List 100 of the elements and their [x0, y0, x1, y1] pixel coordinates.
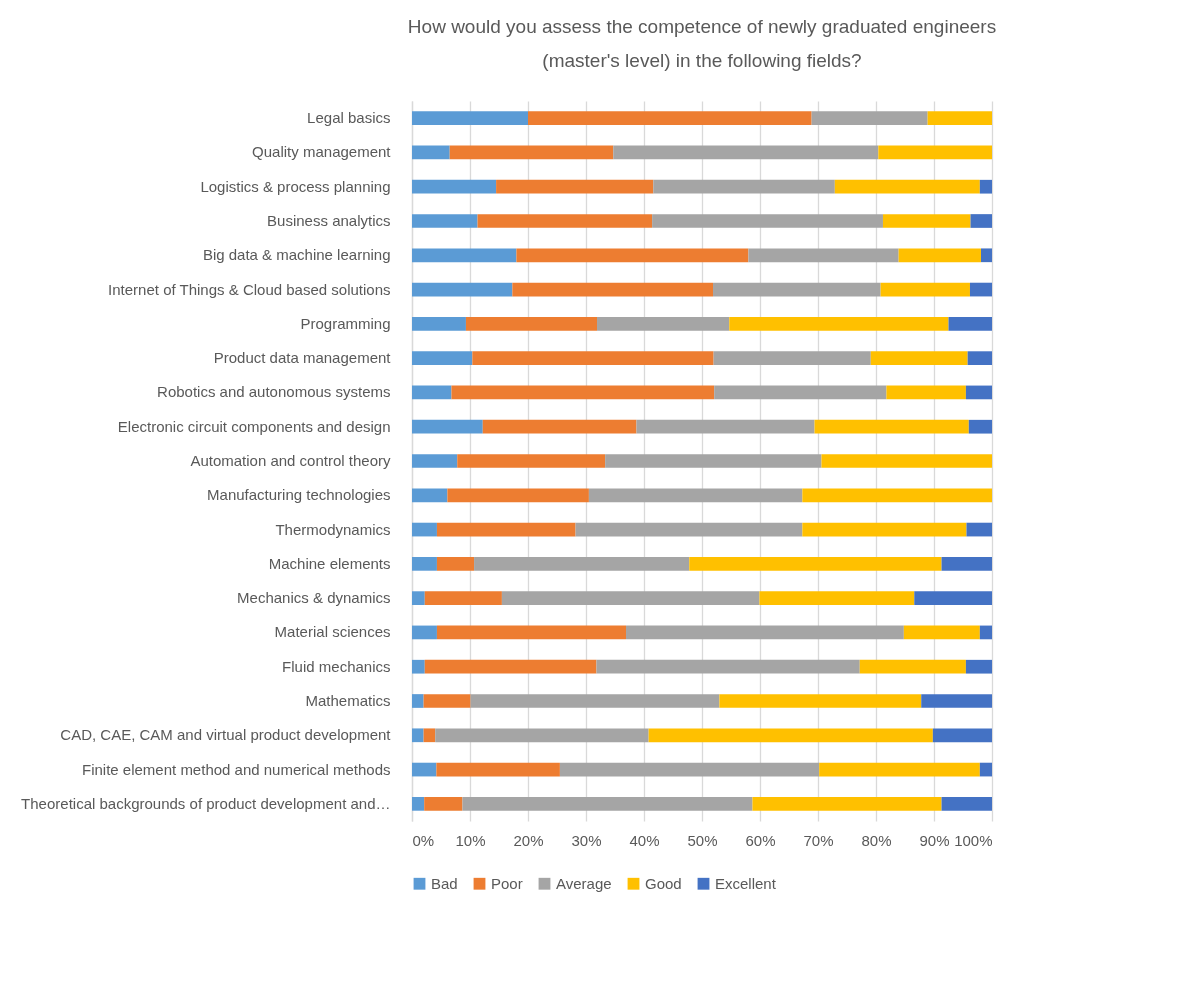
legend-label: Good	[645, 874, 682, 892]
legend-label: Average	[556, 874, 612, 892]
bar	[968, 419, 992, 434]
bar	[886, 385, 966, 400]
bar	[689, 557, 942, 571]
bar	[435, 728, 649, 743]
text: How would you assess the competence of newly graduated engineers	[407, 16, 997, 37]
x-tick-label: 30%	[571, 831, 602, 849]
y-tick-label: Product data management	[213, 349, 392, 367]
bar	[412, 145, 450, 160]
bar	[752, 797, 942, 811]
bar	[927, 111, 992, 125]
y-tick-label: Mathematics	[305, 692, 391, 709]
bar	[412, 111, 528, 125]
bar	[424, 591, 502, 605]
bar	[447, 488, 589, 503]
bar	[759, 591, 915, 605]
bar	[965, 659, 992, 674]
bar	[496, 179, 654, 194]
bar	[969, 282, 992, 297]
bar	[424, 659, 597, 674]
y-tick-label: Programming	[300, 314, 391, 332]
y-tick-label: Legal basics	[307, 109, 391, 127]
text: (master's level) in the following fields?	[542, 50, 862, 71]
bar	[449, 145, 614, 160]
y-tick-label: Robotics and autonomous systems	[157, 383, 391, 401]
bar	[979, 625, 992, 640]
bar	[436, 625, 627, 640]
bar	[834, 179, 980, 194]
bar	[462, 797, 753, 811]
bar	[436, 762, 560, 777]
bar	[811, 111, 928, 125]
bar	[714, 385, 887, 400]
bar	[528, 111, 812, 125]
x-tick-label: 20%	[513, 831, 544, 849]
bar	[941, 797, 992, 811]
bar	[748, 248, 899, 263]
bar	[802, 522, 967, 537]
bar	[465, 317, 598, 331]
bar	[914, 591, 992, 605]
bar	[412, 659, 425, 674]
bar	[412, 557, 437, 571]
bar	[575, 522, 803, 537]
legend-label: Excellent	[715, 874, 777, 892]
x-tick-label: 50%	[687, 831, 718, 849]
bar	[898, 248, 981, 263]
bar	[648, 728, 933, 743]
bar	[412, 591, 425, 605]
bar	[470, 694, 720, 708]
bar	[412, 797, 425, 811]
bar	[921, 694, 992, 708]
legend-label: Bad	[431, 874, 458, 892]
y-tick-label: Internet of Things & Cloud based solutions	[108, 280, 391, 298]
x-tick-label: 10%	[455, 831, 486, 849]
bar	[932, 728, 992, 743]
y-tick-label: Finite element method and numerical methods	[82, 760, 391, 778]
y-tick-label: Material sciences	[274, 623, 391, 641]
bar	[596, 659, 860, 674]
y-tick-label: Business analytics	[267, 212, 391, 229]
x-tick-label: 100%	[954, 831, 993, 849]
bar	[412, 385, 452, 400]
bar	[713, 351, 871, 365]
y-tick-label: CAD, CAE, CAM and virtual product development	[60, 726, 392, 744]
bar	[436, 522, 576, 537]
bar	[412, 214, 478, 228]
y-tick-label: Fluid mechanics	[282, 657, 391, 675]
y-tick-label: Electronic circuit components and design	[117, 417, 391, 435]
bar	[626, 625, 904, 640]
x-tick-label: 90%	[919, 831, 950, 849]
bar	[802, 488, 992, 503]
bar	[588, 488, 803, 503]
bar	[713, 282, 881, 297]
bar	[412, 762, 437, 777]
legend-label: Poor	[491, 874, 523, 892]
y-tick-label: Automation and control theory	[190, 452, 391, 469]
bar	[719, 694, 922, 708]
bar	[653, 179, 835, 194]
bar	[941, 557, 992, 571]
bar	[412, 248, 517, 263]
bar	[412, 488, 448, 503]
bar	[412, 454, 458, 468]
bar	[882, 214, 971, 228]
bar	[965, 385, 992, 400]
x-tick-label: 70%	[803, 831, 834, 849]
bar	[482, 419, 637, 434]
y-tick-label: Machine elements	[268, 554, 391, 572]
bar	[859, 659, 966, 674]
y-tick-label: Big data & machine learning	[202, 246, 391, 264]
bar	[559, 762, 820, 777]
bar	[412, 351, 473, 365]
x-tick-label: 0%	[412, 831, 435, 849]
bar	[412, 625, 437, 640]
y-tick-label: Quality management	[252, 143, 392, 161]
bar	[729, 317, 949, 331]
bar	[412, 179, 497, 194]
bar	[652, 214, 883, 228]
bar	[870, 351, 968, 365]
y-tick-label: Theoretical backgrounds of product development and…	[21, 794, 391, 812]
bar	[878, 145, 992, 160]
bar	[516, 248, 749, 263]
